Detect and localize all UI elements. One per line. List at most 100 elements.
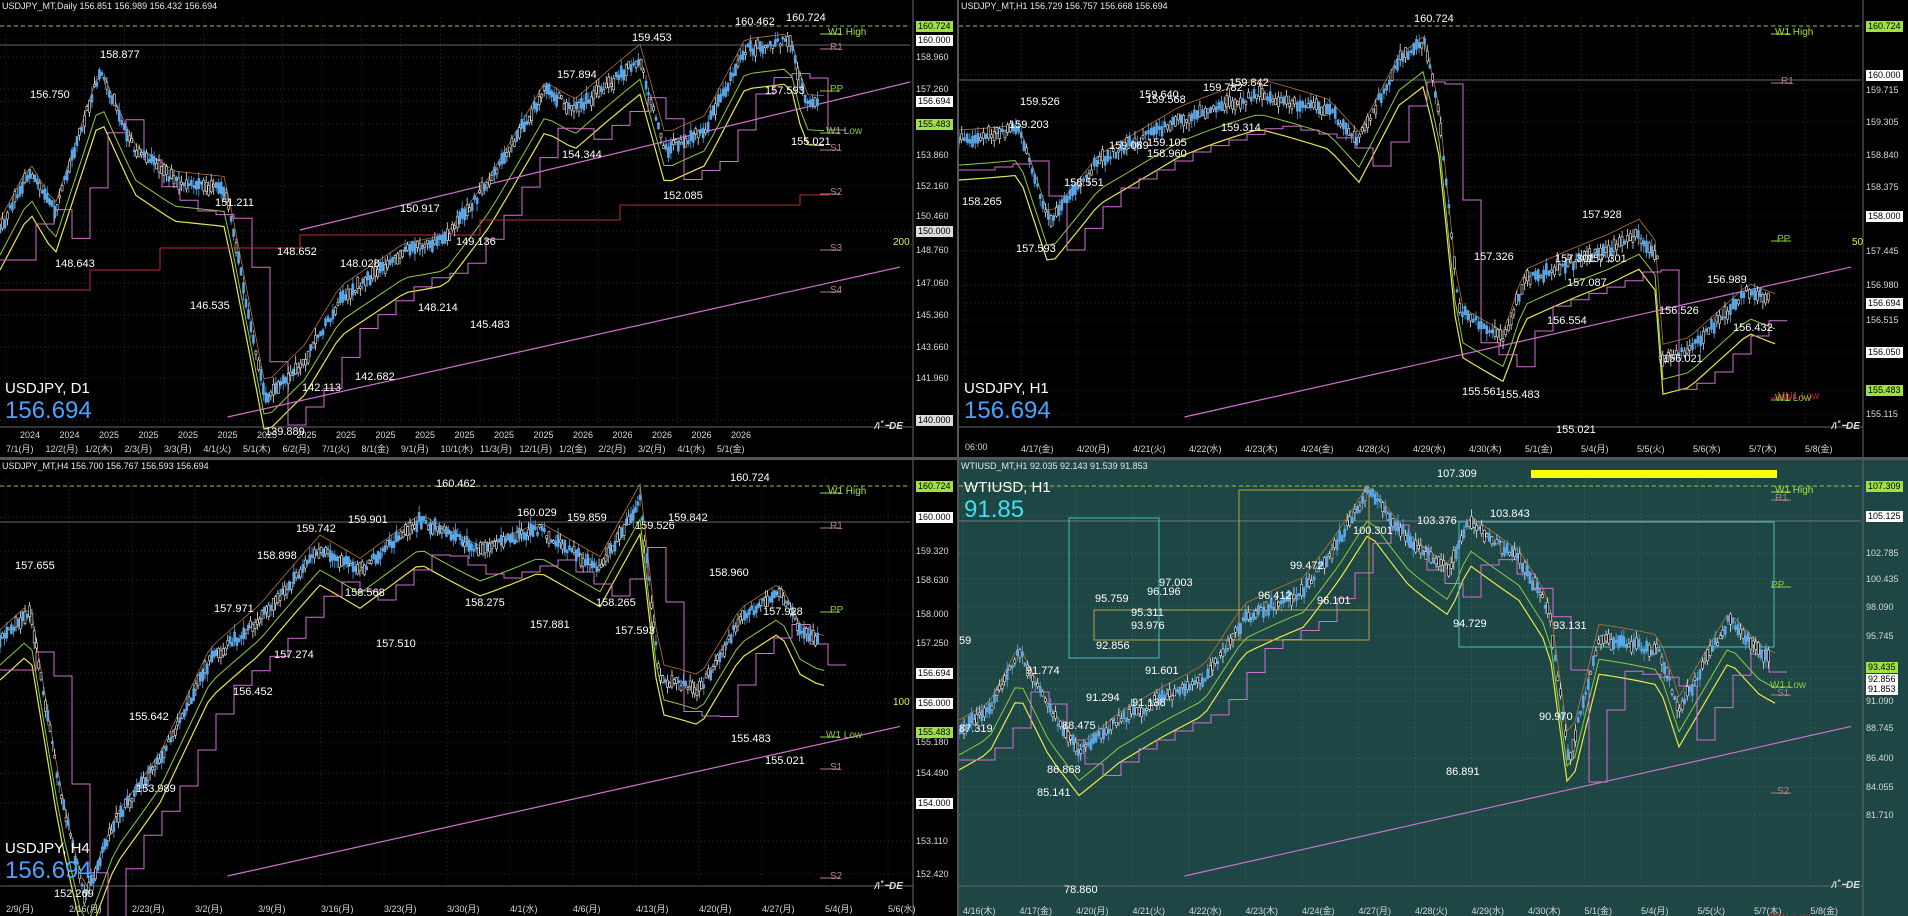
candle-body [1259, 607, 1263, 611]
candle-body [123, 798, 127, 808]
candle-body [433, 239, 437, 245]
candle-body [1302, 587, 1306, 598]
candle-body [816, 98, 819, 107]
candle-body [1287, 590, 1291, 602]
candle-body [142, 151, 146, 158]
candle-body [1399, 527, 1402, 537]
candle-body [652, 106, 655, 111]
candle-body [1239, 623, 1242, 635]
candle-body [1038, 194, 1042, 199]
candle-body [55, 772, 59, 778]
price-chart[interactable] [0, 0, 957, 457]
time-axis-year: 2025 [336, 430, 357, 440]
candle-body [1041, 200, 1045, 209]
candle-body [30, 613, 34, 625]
candle-body [1707, 327, 1711, 335]
candle-body [529, 523, 533, 536]
time-axis-year: 2025 [494, 430, 515, 440]
price-axis-tag: 158.000 [1866, 211, 1903, 222]
price-chart[interactable] [959, 460, 1908, 916]
time-axis-tick: 4/27(月) [762, 904, 795, 914]
candle-body [153, 765, 157, 771]
candle-body [1000, 684, 1004, 689]
candle-body [1672, 354, 1675, 359]
candle-body [249, 321, 253, 333]
time-axis-tick: 3/23(月) [384, 904, 417, 914]
candle-body [1330, 549, 1334, 559]
candle-body [105, 839, 109, 847]
price-label: 156.989 [1707, 274, 1747, 286]
candle-body [1298, 100, 1302, 112]
candle-body [322, 548, 325, 558]
price-label: 157.593 [1016, 243, 1056, 255]
candle-body [520, 530, 523, 535]
candle-body [1109, 719, 1113, 730]
panel-divider-horizontal[interactable] [0, 457, 1908, 460]
candle-body [411, 241, 414, 252]
candle-body [647, 577, 651, 581]
price-label: 159.203 [1009, 119, 1049, 131]
chart-panel-usdjpy-d1[interactable]: USDJPY_MT,Daily 156.851 156.989 156.432 … [0, 0, 957, 457]
pivot-level-label: S1 [1777, 688, 1790, 699]
candle-body [1277, 96, 1280, 108]
candle-body [654, 641, 658, 646]
pivot-level-label: S1 [830, 143, 843, 154]
price-chart[interactable] [0, 460, 957, 916]
candle-body [699, 128, 703, 133]
candle-body [5, 626, 9, 639]
candle-body [1222, 103, 1226, 111]
progress-bar [1531, 470, 1777, 478]
pivot-level-label: MN1 Low [1769, 912, 1811, 916]
candle-body [1041, 691, 1045, 697]
candle-body [265, 606, 268, 613]
candle-body [1325, 555, 1329, 567]
candle-body [190, 180, 193, 186]
time-axis-tick: 4/13(月) [636, 904, 669, 914]
candle-body [1485, 533, 1489, 538]
pivot-level-label: PP [830, 605, 844, 616]
candle-body [743, 610, 747, 621]
candle-body [1596, 248, 1600, 258]
candle-body [82, 891, 86, 904]
candle-body [195, 181, 198, 190]
chart-panel-wtiusd-h1[interactable]: WTIUSD_MT,H1 92.035 92.143 91.539 91.853… [959, 460, 1908, 916]
chart-panel-usdjpy-h1[interactable]: USDJPY_MT,H1 156.729 156.757 156.668 156… [959, 0, 1908, 457]
candle-body [1386, 513, 1390, 521]
candle-body [592, 90, 596, 100]
price-axis-tick: 141.960 [916, 373, 949, 383]
candle-body [811, 98, 814, 108]
time-axis-tick: 4/22(水) [1189, 906, 1222, 916]
candle-body [1271, 98, 1275, 102]
candle-body [203, 660, 207, 674]
candle-body [244, 298, 248, 308]
candle-body [572, 546, 576, 553]
time-axis-tick: 11/3(月) [480, 444, 512, 454]
candle-body [1541, 594, 1544, 598]
candle-body [982, 132, 985, 139]
candle-body [1396, 520, 1400, 532]
candle-body [556, 534, 560, 548]
time-axis-tick: 3/16(月) [321, 904, 354, 914]
candle-body [1369, 117, 1372, 121]
candle-body [693, 687, 697, 695]
candle-body [48, 724, 52, 732]
candle-body [431, 523, 435, 535]
candle-body [75, 136, 79, 147]
time-axis-year: 2025 [99, 430, 120, 440]
time-axis-tick: 3/9(月) [258, 904, 286, 914]
chart-panel-usdjpy-h4[interactable]: USDJPY_MT,H4 156.700 156.767 156.593 156… [0, 460, 957, 916]
candle-body [1017, 125, 1020, 132]
candle-body [565, 549, 569, 554]
candle-body [481, 543, 485, 556]
price-chart[interactable] [959, 0, 1908, 457]
price-axis-tick: 152.420 [916, 869, 949, 879]
step-line [959, 81, 1787, 390]
candle-body [1373, 493, 1377, 505]
candle-body [351, 283, 355, 296]
candle-body [1711, 645, 1714, 652]
candle-body [381, 548, 384, 552]
candle-body [1561, 263, 1564, 267]
candle-body [582, 101, 586, 111]
candle-body [1345, 520, 1349, 527]
candle-body [1509, 316, 1513, 326]
